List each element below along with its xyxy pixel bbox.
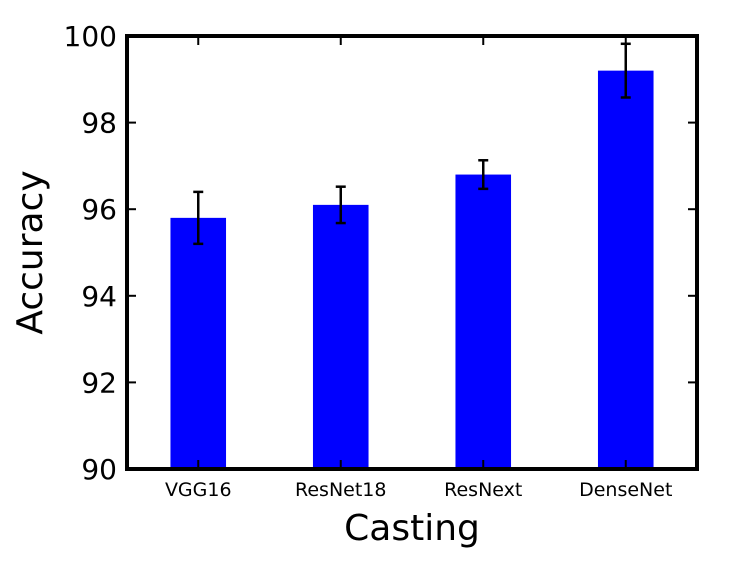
- plot-frame: [125, 34, 699, 471]
- y-tick-label: 96: [81, 193, 117, 226]
- bar-densenet: [597, 70, 654, 469]
- error-bar-resnet18: [335, 185, 346, 225]
- x-tick-label: ResNet18: [295, 479, 386, 501]
- bar-vgg16: [170, 217, 227, 469]
- x-tick-label: ResNext: [444, 479, 522, 501]
- x-axis: VGG16 ResNet18 ResNext DenseNet: [165, 36, 672, 501]
- x-axis-title: Casting: [344, 508, 480, 549]
- y-tick-label: 92: [81, 366, 117, 399]
- bars-layer: [170, 70, 654, 469]
- bar-resnext: [455, 174, 512, 469]
- error-bars-layer: [193, 42, 631, 246]
- x-tick-label: DenseNet: [579, 479, 672, 501]
- error-bar-resnext: [478, 159, 489, 191]
- y-axis-title: Accuracy: [10, 170, 51, 334]
- bar-resnet18: [312, 204, 369, 469]
- error-bar-vgg16: [193, 190, 204, 246]
- y-axis: 90 92 94 96 98 100: [64, 20, 697, 486]
- x-tick-label: VGG16: [165, 479, 232, 501]
- y-tick-label: 94: [81, 280, 117, 313]
- y-tick-label: 90: [81, 453, 117, 486]
- y-tick-label: 100: [64, 20, 117, 53]
- y-tick-label: 98: [81, 107, 117, 140]
